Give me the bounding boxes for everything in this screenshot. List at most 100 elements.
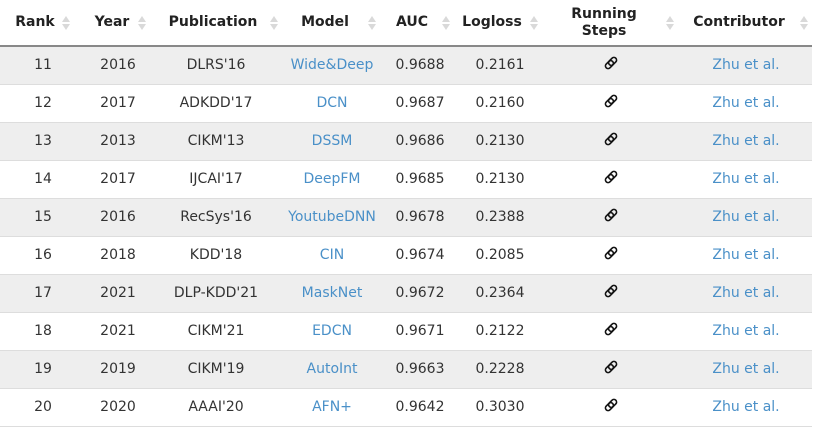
- publication-cell: IJCAI'17: [150, 160, 282, 199]
- paperclip-icon[interactable]: [602, 206, 620, 228]
- contributor-cell: Zhu et al.: [680, 388, 812, 427]
- running-steps-cell: [542, 84, 680, 123]
- sort-arrows-icon[interactable]: [800, 15, 808, 30]
- model-cell: CIN: [282, 236, 382, 275]
- year-cell: 2019: [86, 350, 150, 389]
- year-cell: 2016: [86, 46, 150, 85]
- model-cell: EDCN: [282, 312, 382, 351]
- table-row: 18 2021 CIKM'21 EDCN 0.9671 0.2122 Zhu e…: [0, 312, 812, 351]
- paperclip-icon[interactable]: [602, 92, 620, 114]
- auc-cell: 0.9674: [382, 236, 458, 275]
- model-link[interactable]: DeepFM: [303, 171, 361, 187]
- rank-cell: 14: [0, 160, 86, 199]
- sort-arrows-icon[interactable]: [442, 15, 450, 30]
- sort-arrows-icon[interactable]: [138, 15, 146, 30]
- table-row: 11 2016 DLRS'16 Wide&Deep 0.9688 0.2161 …: [0, 46, 812, 85]
- logloss-cell: 0.2085: [458, 236, 542, 275]
- paperclip-icon[interactable]: [602, 282, 620, 304]
- year-cell: 2016: [86, 198, 150, 237]
- publication-cell: AAAI'20: [150, 388, 282, 427]
- running-steps-cell: [542, 312, 680, 351]
- year-cell: 2013: [86, 122, 150, 161]
- column-header-label: Publication: [168, 14, 258, 30]
- column-header-publication[interactable]: Publication: [150, 0, 282, 47]
- contributor-link[interactable]: Zhu et al.: [712, 209, 780, 225]
- paperclip-icon[interactable]: [602, 130, 620, 152]
- contributor-cell: Zhu et al.: [680, 350, 812, 389]
- model-cell: MaskNet: [282, 274, 382, 313]
- table-row: 17 2021 DLP-KDD'21 MaskNet 0.9672 0.2364…: [0, 274, 812, 313]
- model-link[interactable]: EDCN: [312, 323, 352, 339]
- contributor-link[interactable]: Zhu et al.: [712, 285, 780, 301]
- column-header-rank[interactable]: Rank: [0, 0, 86, 47]
- model-link[interactable]: Wide&Deep: [290, 57, 374, 74]
- model-link[interactable]: YoutubeDNN: [288, 209, 376, 225]
- column-header-contributor[interactable]: Contributor: [680, 0, 812, 47]
- auc-cell: 0.9685: [382, 160, 458, 199]
- contributor-link[interactable]: Zhu et al.: [712, 133, 780, 149]
- paperclip-icon[interactable]: [602, 54, 620, 76]
- column-header-label: Model: [301, 14, 349, 30]
- contributor-link[interactable]: Zhu et al.: [712, 171, 780, 187]
- model-cell: DeepFM: [282, 160, 382, 199]
- running-steps-cell: [542, 350, 680, 389]
- column-header-logloss[interactable]: Logloss: [458, 0, 542, 47]
- auc-cell: 0.9671: [382, 312, 458, 351]
- year-cell: 2021: [86, 274, 150, 313]
- contributor-cell: Zhu et al.: [680, 122, 812, 161]
- sort-arrows-icon[interactable]: [62, 15, 70, 30]
- auc-cell: 0.9688: [382, 46, 458, 85]
- running-steps-cell: [542, 236, 680, 275]
- rank-cell: 16: [0, 236, 86, 275]
- sort-arrows-icon[interactable]: [368, 15, 376, 30]
- model-link[interactable]: AutoInt: [306, 361, 358, 377]
- column-header-label: AUC: [395, 14, 429, 30]
- column-header-running-steps[interactable]: Running Steps: [542, 0, 680, 47]
- running-steps-cell: [542, 388, 680, 427]
- contributor-link[interactable]: Zhu et al.: [712, 57, 780, 74]
- rank-cell: 13: [0, 122, 86, 161]
- paperclip-icon[interactable]: [602, 358, 620, 380]
- column-header-auc[interactable]: AUC: [382, 0, 458, 47]
- auc-cell: 0.9678: [382, 198, 458, 237]
- running-steps-cell: [542, 160, 680, 199]
- paperclip-icon[interactable]: [602, 244, 620, 266]
- rank-cell: 19: [0, 350, 86, 389]
- contributor-cell: Zhu et al.: [680, 312, 812, 351]
- contributor-link[interactable]: Zhu et al.: [712, 247, 780, 263]
- contributor-link[interactable]: Zhu et al.: [712, 95, 780, 111]
- contributor-link[interactable]: Zhu et al.: [712, 361, 780, 377]
- header-row: Rank Year Publication: [0, 0, 812, 47]
- logloss-cell: 0.2130: [458, 122, 542, 161]
- auc-cell: 0.9687: [382, 84, 458, 123]
- sort-arrows-icon[interactable]: [270, 15, 278, 30]
- contributor-cell: Zhu et al.: [680, 274, 812, 313]
- rank-cell: 18: [0, 312, 86, 351]
- paperclip-icon[interactable]: [602, 396, 620, 418]
- column-header-model[interactable]: Model: [282, 0, 382, 47]
- model-link[interactable]: DSSM: [311, 133, 353, 149]
- model-link[interactable]: DCN: [316, 95, 348, 111]
- paperclip-icon[interactable]: [602, 168, 620, 190]
- logloss-cell: 0.2161: [458, 46, 542, 85]
- contributor-link[interactable]: Zhu et al.: [712, 399, 780, 415]
- year-cell: 2017: [86, 160, 150, 199]
- contributor-cell: Zhu et al.: [680, 84, 812, 123]
- table-row: 19 2019 CIKM'19 AutoInt 0.9663 0.2228 Zh…: [0, 350, 812, 389]
- running-steps-cell: [542, 198, 680, 237]
- rank-cell: 17: [0, 274, 86, 313]
- column-header-year[interactable]: Year: [86, 0, 150, 47]
- model-link[interactable]: MaskNet: [301, 285, 363, 301]
- auc-cell: 0.9672: [382, 274, 458, 313]
- contributor-link[interactable]: Zhu et al.: [712, 323, 780, 339]
- model-link[interactable]: AFN+: [312, 399, 352, 415]
- model-link[interactable]: CIN: [319, 247, 345, 263]
- sort-arrows-icon[interactable]: [530, 15, 538, 30]
- column-header-label: Contributor: [693, 14, 785, 30]
- running-steps-cell: [542, 46, 680, 85]
- running-steps-cell: [542, 122, 680, 161]
- paperclip-icon[interactable]: [602, 320, 620, 342]
- sort-arrows-icon[interactable]: [666, 15, 674, 30]
